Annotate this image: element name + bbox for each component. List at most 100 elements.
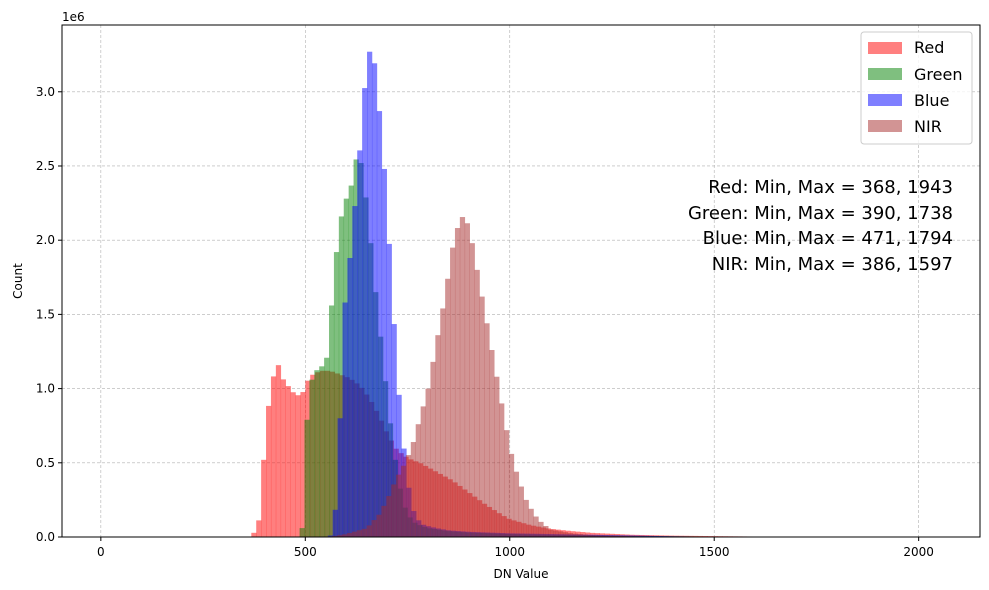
histogram-bar <box>381 168 387 538</box>
histogram-bar <box>528 508 534 537</box>
x-tick-label: 500 <box>294 545 317 559</box>
legend-swatch-nir <box>868 120 902 132</box>
histogram-bar <box>285 386 291 537</box>
histogram-bar <box>656 535 662 537</box>
histogram-bar <box>425 388 431 537</box>
histogram-bar <box>290 392 296 537</box>
histogram-bar <box>415 424 421 537</box>
histogram-bar <box>523 499 529 537</box>
histogram-bar <box>611 535 618 537</box>
histogram-bar <box>572 533 578 537</box>
y-axis-label: Count <box>11 263 25 299</box>
histogram-bar <box>391 484 397 537</box>
histogram-bar <box>366 525 372 537</box>
histogram-bar <box>251 532 257 537</box>
histogram-bar <box>494 376 500 537</box>
annotation-blue: Blue: Min, Max = 471, 1794 <box>703 228 953 249</box>
histogram-bar <box>562 532 569 537</box>
histogram-bar <box>347 257 353 537</box>
histogram-bar <box>553 530 559 537</box>
histogram-bar <box>508 453 515 537</box>
histogram-bar <box>641 535 648 537</box>
histogram-bar <box>333 252 340 538</box>
histogram-bar <box>454 228 461 537</box>
legend-swatch-red <box>868 42 902 54</box>
histogram-bar <box>430 361 436 537</box>
histogram-bar <box>381 505 387 537</box>
histogram-bar <box>309 379 315 537</box>
histogram-bar <box>479 296 485 537</box>
x-tick-label: 1000 <box>494 545 525 559</box>
annotation-red: Red: Min, Max = 368, 1943 <box>708 177 953 198</box>
histogram-bar <box>440 308 446 537</box>
histogram-bar <box>356 530 363 537</box>
histogram-bar <box>332 509 338 537</box>
histogram-bar <box>386 243 392 537</box>
histogram-bar <box>391 324 397 537</box>
histogram-bar <box>342 534 348 537</box>
histogram-bar <box>459 217 466 537</box>
histogram-bar <box>324 357 330 537</box>
histogram-bar <box>299 528 305 537</box>
y-axis-scale-label: 1e6 <box>62 10 85 24</box>
histogram-bar <box>266 405 272 537</box>
histogram-bar <box>420 406 426 537</box>
histogram-bar <box>327 535 333 537</box>
legend: Red Green Blue NIR <box>860 31 973 145</box>
legend-label-green: Green <box>914 65 962 84</box>
histogram-bar <box>338 216 345 537</box>
legend-label-red: Red <box>914 38 944 57</box>
y-tick-label: 0.0 <box>36 530 55 544</box>
histogram-bar <box>337 418 343 537</box>
histogram-bar <box>261 459 267 537</box>
histogram-bar <box>577 534 583 537</box>
stats-annotation: Red: Min, Max = 368, 1943 Green: Min, Ma… <box>688 177 953 275</box>
series-nir-bars <box>332 217 755 537</box>
x-axis-ticks: 0 500 1000 1500 2000 <box>97 537 934 559</box>
plot-frame <box>61 24 981 538</box>
annotation-nir: NIR: Min, Max = 386, 1597 <box>712 254 953 275</box>
histogram-bar <box>504 430 510 537</box>
annotation-green: Green: Min, Max = 390, 1738 <box>688 203 953 224</box>
histogram-bar <box>396 474 402 537</box>
histogram-bar <box>607 535 613 537</box>
histogram-bar <box>256 520 262 537</box>
y-tick-label: 0.5 <box>36 456 55 470</box>
histogram-bar <box>275 365 282 537</box>
histogram-bar <box>361 528 367 537</box>
histogram-bars <box>251 51 834 538</box>
x-tick-label: 1500 <box>699 545 730 559</box>
histogram-bar <box>484 323 490 537</box>
histogram-bar <box>371 63 378 537</box>
histogram-bar <box>295 395 301 537</box>
histogram-bar <box>587 535 593 537</box>
y-axis-ticks: 0.0 0.5 1.0 1.5 2.0 2.5 3.0 <box>36 85 62 544</box>
histogram-bar <box>396 394 402 537</box>
histogram-bar <box>548 529 554 537</box>
histogram-bar <box>543 526 549 537</box>
y-tick-label: 3.0 <box>36 85 55 99</box>
histogram-bar <box>300 392 306 537</box>
histogram-bar <box>474 269 480 537</box>
histogram-bar <box>602 535 608 537</box>
histogram-bar <box>352 206 358 538</box>
histogram-bar <box>533 516 539 537</box>
histogram-bar <box>347 533 353 537</box>
x-axis-label: DN Value <box>494 567 549 581</box>
histogram-bar <box>371 520 377 537</box>
legend-swatch-green <box>868 68 902 80</box>
histogram-bar <box>582 534 588 537</box>
x-tick-label: 0 <box>97 545 105 559</box>
histogram-bar <box>400 465 407 537</box>
histogram-bar <box>405 455 412 537</box>
histogram-bar <box>319 366 325 537</box>
histogram-bar <box>351 531 358 537</box>
histogram-bar <box>270 376 277 537</box>
histogram-bar <box>592 535 598 537</box>
histogram-bar <box>489 350 495 537</box>
histogram-bar <box>469 243 475 537</box>
histogram-bar <box>464 223 470 537</box>
histogram-bar <box>445 278 451 537</box>
y-tick-label: 2.5 <box>36 159 55 173</box>
histogram-bar <box>329 305 335 537</box>
